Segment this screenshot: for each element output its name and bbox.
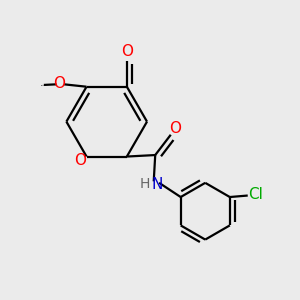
Text: Cl: Cl: [248, 188, 262, 202]
Text: methoxy: methoxy: [41, 84, 47, 86]
Text: O: O: [121, 44, 133, 59]
Text: O: O: [169, 121, 181, 136]
Text: O: O: [53, 76, 65, 91]
Text: H: H: [140, 177, 150, 191]
Text: N: N: [151, 177, 162, 192]
Text: O: O: [74, 153, 86, 168]
